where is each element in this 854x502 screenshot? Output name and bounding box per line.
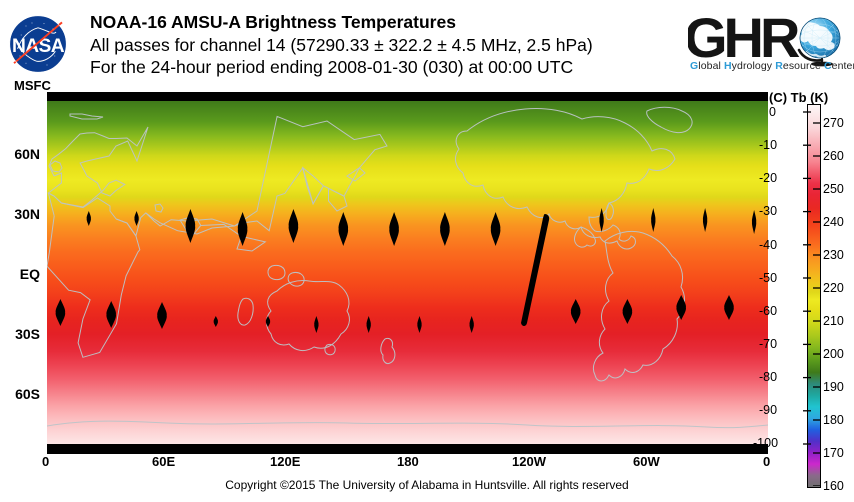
svg-text:NASA: NASA — [12, 36, 65, 57]
